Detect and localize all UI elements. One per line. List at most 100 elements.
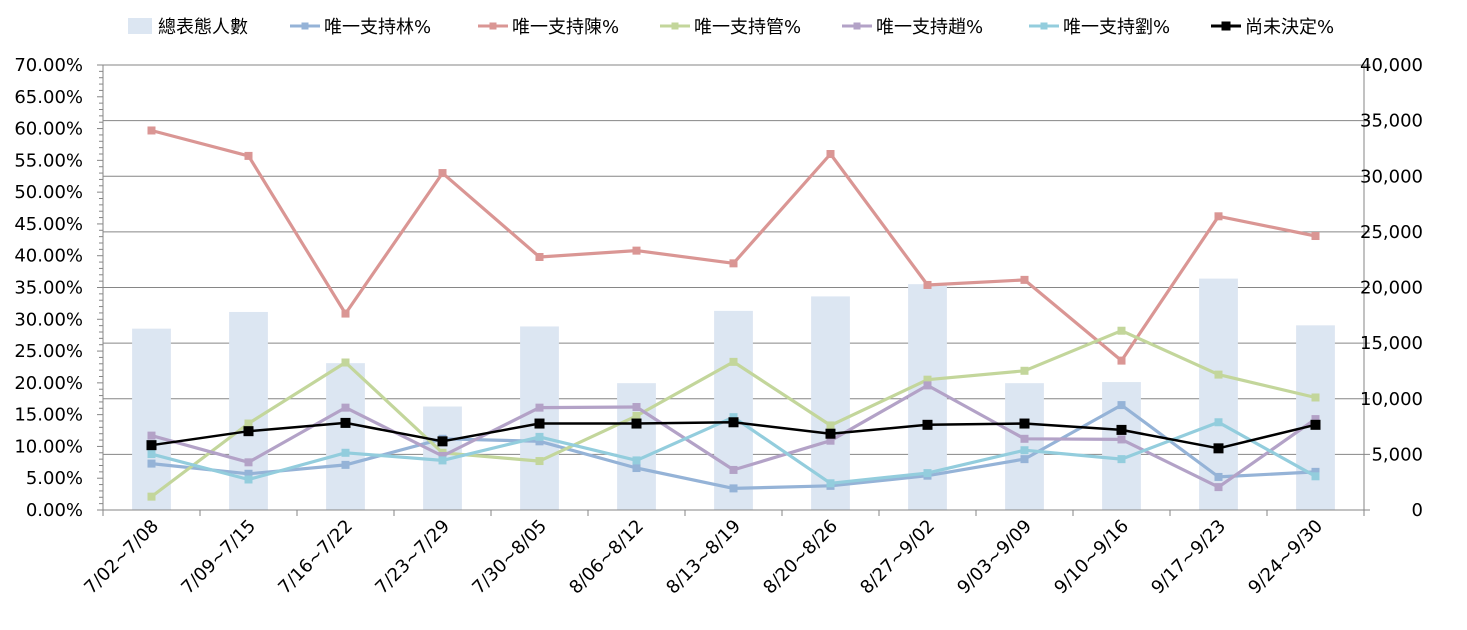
series-point-1 xyxy=(729,259,738,268)
right-tick-label: 0 xyxy=(1412,500,1423,521)
series-point-5 xyxy=(728,417,739,428)
x-tick-label: 8/06~8/12 xyxy=(565,516,648,599)
series-point-3 xyxy=(147,431,156,440)
x-tick-label: 7/30~8/05 xyxy=(468,516,551,599)
left-tick-label: 0.00% xyxy=(26,500,83,521)
x-tick-label: 9/03~9/09 xyxy=(953,516,1036,599)
x-tick-label: 8/20~8/26 xyxy=(759,516,842,599)
x-tick-label: 7/02~7/08 xyxy=(80,516,163,599)
series-point-3 xyxy=(535,403,544,412)
legend-label: 唯一支持劉% xyxy=(1063,17,1170,38)
right-tick-label: 20,000 xyxy=(1360,278,1423,299)
series-point-4 xyxy=(923,469,932,478)
right-tick-label: 5,000 xyxy=(1371,444,1423,465)
series-point-1 xyxy=(438,169,447,178)
left-tick-label: 45.00% xyxy=(14,214,83,235)
legend-swatch-marker xyxy=(1040,22,1048,30)
series-point-1 xyxy=(1117,356,1126,365)
series-point-5 xyxy=(534,418,545,429)
series-point-1 xyxy=(923,280,932,289)
bar xyxy=(1199,278,1238,510)
left-tick-label: 35.00% xyxy=(14,278,83,299)
series-point-0 xyxy=(535,437,544,446)
left-tick-label: 40.00% xyxy=(14,246,83,267)
series-point-5 xyxy=(340,417,351,428)
legend-swatch-bar xyxy=(128,18,152,34)
left-tick-label: 50.00% xyxy=(14,182,83,203)
series-point-0 xyxy=(1020,455,1029,464)
series-point-4 xyxy=(826,479,835,488)
left-tick-label: 25.00% xyxy=(14,341,83,362)
series-point-2 xyxy=(1117,326,1126,335)
right-tick-label: 40,000 xyxy=(1360,55,1423,76)
right-tick-label: 30,000 xyxy=(1360,166,1423,187)
left-tick-label: 60.00% xyxy=(14,119,83,140)
series-point-1 xyxy=(147,126,156,135)
series-point-4 xyxy=(535,432,544,441)
series-point-1 xyxy=(1020,275,1029,284)
x-tick-label: 7/09~7/15 xyxy=(177,516,260,599)
series-point-2 xyxy=(1311,393,1320,402)
legend-label: 尚未決定% xyxy=(1245,17,1334,38)
series-point-5 xyxy=(243,426,254,437)
legend-swatch-marker xyxy=(1221,21,1231,31)
series-point-4 xyxy=(729,413,738,422)
series-point-5 xyxy=(922,419,933,430)
series-point-5 xyxy=(1310,419,1321,430)
series-point-2 xyxy=(341,358,350,367)
right-axis-tick-labels: 0 5,000 10,000 15,000 20,000 25,000 30,000 35,0… xyxy=(1360,55,1423,521)
left-tick-label: 65.00% xyxy=(14,87,83,108)
series-point-5 xyxy=(1019,418,1030,429)
series-point-3 xyxy=(1020,434,1029,443)
legend-swatch-marker xyxy=(853,22,861,30)
legend-swatch-marker xyxy=(489,22,497,30)
series-point-2 xyxy=(632,411,641,420)
bar xyxy=(520,326,559,510)
series-point-3 xyxy=(244,458,253,467)
series-point-3 xyxy=(438,451,447,460)
left-tick-label: 70.00% xyxy=(14,55,83,76)
series-point-3 xyxy=(632,403,641,412)
bar xyxy=(132,328,171,510)
series-point-2 xyxy=(923,375,932,384)
x-tick-label: 9/24~9/30 xyxy=(1244,516,1327,599)
series-point-0 xyxy=(1214,472,1223,481)
legend-label: 唯一支持林% xyxy=(324,17,431,38)
series-point-1 xyxy=(244,151,253,160)
series-point-4 xyxy=(438,456,447,465)
series-point-1 xyxy=(341,309,350,318)
x-tick-label: 7/23~7/29 xyxy=(371,516,454,599)
left-tick-label: 55.00% xyxy=(14,150,83,171)
legend: 總表態人數 唯一支持林% 唯一支持陳% 唯一支持管% 唯一支持趙% 唯一支持劉% 尚未決定% xyxy=(128,17,1334,38)
x-tick-label: 9/10~9/16 xyxy=(1050,516,1133,599)
bar xyxy=(811,296,850,510)
right-tick-label: 15,000 xyxy=(1360,333,1423,354)
x-axis-tick-labels: 7/02~7/08 7/09~7/15 7/16~7/22 7/23~7/29 7/30… xyxy=(80,516,1327,599)
series-point-4 xyxy=(1117,455,1126,464)
x-tick-label: 8/27~9/02 xyxy=(856,516,939,599)
series-point-4 xyxy=(147,450,156,459)
series-point-1 xyxy=(826,150,835,158)
series-point-4 xyxy=(1311,472,1320,481)
series-point-0 xyxy=(147,459,156,468)
left-tick-label: 15.00% xyxy=(14,405,83,426)
series-point-0 xyxy=(632,464,641,473)
series-point-0 xyxy=(244,469,253,478)
left-tick-label: 30.00% xyxy=(14,309,83,330)
bar xyxy=(617,383,656,510)
x-tick-label: 7/16~7/22 xyxy=(274,516,357,599)
series-point-3 xyxy=(923,381,932,390)
series-point-1 xyxy=(1214,212,1223,221)
legend-swatch-marker xyxy=(301,22,309,30)
left-tick-label: 10.00% xyxy=(14,436,83,457)
series-point-5 xyxy=(1116,424,1127,435)
series-point-2 xyxy=(826,421,835,430)
series-point-4 xyxy=(244,475,253,484)
right-tick-label: 35,000 xyxy=(1360,111,1423,132)
series-point-2 xyxy=(1020,366,1029,375)
series-point-5 xyxy=(631,418,642,429)
bar xyxy=(714,310,753,510)
series-point-1 xyxy=(1311,232,1320,241)
